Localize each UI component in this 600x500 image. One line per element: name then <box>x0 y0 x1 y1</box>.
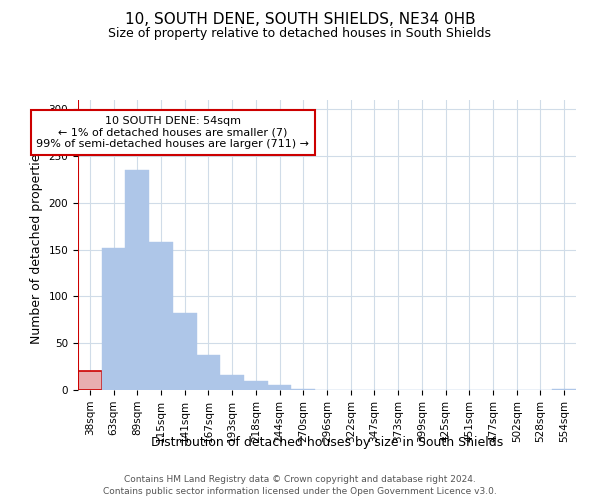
Text: 10, SOUTH DENE, SOUTH SHIELDS, NE34 0HB: 10, SOUTH DENE, SOUTH SHIELDS, NE34 0HB <box>125 12 475 28</box>
Text: Size of property relative to detached houses in South Shields: Size of property relative to detached ho… <box>109 28 491 40</box>
Bar <box>125 170 149 390</box>
Bar <box>552 389 576 390</box>
Bar <box>197 356 220 390</box>
Bar <box>173 314 197 390</box>
Bar <box>292 389 315 390</box>
Bar <box>220 375 244 390</box>
Text: 10 SOUTH DENE: 54sqm
← 1% of detached houses are smaller (7)
99% of semi-detache: 10 SOUTH DENE: 54sqm ← 1% of detached ho… <box>37 116 310 149</box>
Bar <box>244 380 268 390</box>
Text: Distribution of detached houses by size in South Shields: Distribution of detached houses by size … <box>151 436 503 449</box>
Bar <box>102 248 125 390</box>
Text: Contains HM Land Registry data © Crown copyright and database right 2024.: Contains HM Land Registry data © Crown c… <box>124 474 476 484</box>
Bar <box>78 372 102 390</box>
Bar <box>149 242 173 390</box>
Text: Contains public sector information licensed under the Open Government Licence v3: Contains public sector information licen… <box>103 486 497 496</box>
Y-axis label: Number of detached properties: Number of detached properties <box>30 146 43 344</box>
Bar <box>268 386 292 390</box>
